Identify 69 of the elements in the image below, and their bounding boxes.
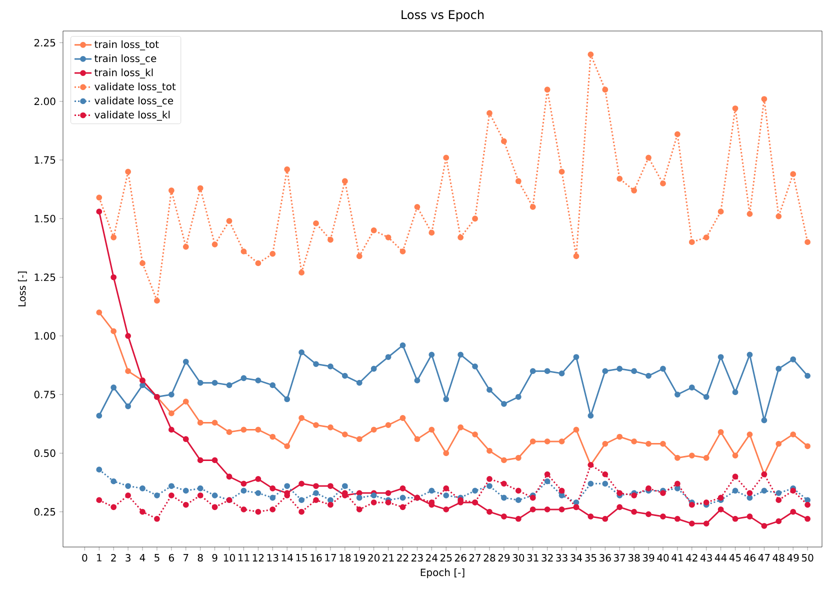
x-tick-label: 47 [758,554,770,562]
x-tick-label: 29 [498,554,510,562]
x-tick-label: 37 [614,554,626,562]
x-tick-label: 33 [556,554,568,562]
x-tick-label: 6 [168,554,174,562]
x-axis-title: Epoch [-] [420,568,464,578]
x-tick-label: 50 [802,554,814,562]
legend-label: validate loss_ce [94,96,174,107]
x-tick-label: 15 [296,554,308,562]
legend-label: train loss_tot [94,40,159,50]
x-tick-label: 44 [714,554,727,562]
x-tick-label: 21 [382,554,394,562]
x-tick-label: 16 [310,554,322,562]
x-tick-label: 26 [454,554,466,562]
legend-label: validate loss_tot [94,82,176,93]
x-tick-label: 35 [585,554,596,562]
x-tick-label: 27 [469,554,481,562]
x-tick-label: 38 [628,554,640,562]
x-tick-label: 42 [686,554,698,562]
chart-title: Loss vs Epoch [402,10,484,22]
x-tick-label: 3 [126,554,130,562]
x-tick-label: 49 [787,554,799,562]
y-tick-label: 0.25 [34,508,56,516]
x-tick-label: 11 [238,554,250,562]
x-tick-label: 17 [325,554,336,562]
x-tick-label: 46 [744,554,756,562]
x-tick-label: 9 [212,554,218,562]
x-tick-label: 31 [527,554,538,562]
y-tick-label: 2.25 [34,38,56,46]
x-tick-label: 45 [729,554,741,562]
y-tick-label: 1.75 [34,156,56,164]
x-tick-label: 14 [282,554,293,562]
x-tick-label: 12 [252,554,264,562]
y-tick-label: 1.25 [34,273,56,282]
y-tick-label: 2.00 [34,98,56,106]
x-tick-label: 19 [354,554,366,562]
x-tick-label: 18 [340,554,351,562]
legend-label: train loss_ce [94,54,156,64]
x-tick-label: 43 [700,554,712,562]
x-tick-label: 13 [267,554,278,562]
x-tick-label: 8 [198,554,203,562]
x-tick-label: 20 [368,554,380,562]
x-tick-label: 0 [82,554,88,562]
legend-label: train loss_kl [94,68,153,78]
x-tick-label: 36 [600,554,611,562]
x-tick-label: 48 [772,554,784,562]
y-tick-label: 1.00 [34,332,56,340]
x-tick-label: 1 [97,554,102,562]
x-tick-label: 5 [154,554,160,562]
x-tick-label: 39 [642,554,654,562]
x-tick-label: 40 [657,554,669,562]
x-tick-label: 24 [426,554,438,562]
x-tick-label: 4 [140,554,146,562]
y-tick-label: 0.50 [34,449,56,457]
x-tick-label: 25 [440,554,452,562]
x-tick-label: 28 [484,554,496,562]
x-tick-label: 34 [570,554,582,562]
x-tick-label: 30 [512,554,524,562]
x-tick-label: 22 [397,554,408,562]
x-tick-label: 32 [542,554,553,562]
x-tick-label: 2 [111,554,116,562]
y-axis-title: Loss [-] [18,272,27,306]
x-tick-label: 23 [412,554,423,562]
x-tick-label: 7 [184,554,188,562]
x-tick-label: 10 [224,554,235,562]
y-tick-label: 1.50 [34,214,56,222]
y-tick-label: 0.75 [34,390,56,398]
x-tick-label: 41 [672,554,683,562]
legend-label: validate loss_kl [94,110,170,121]
